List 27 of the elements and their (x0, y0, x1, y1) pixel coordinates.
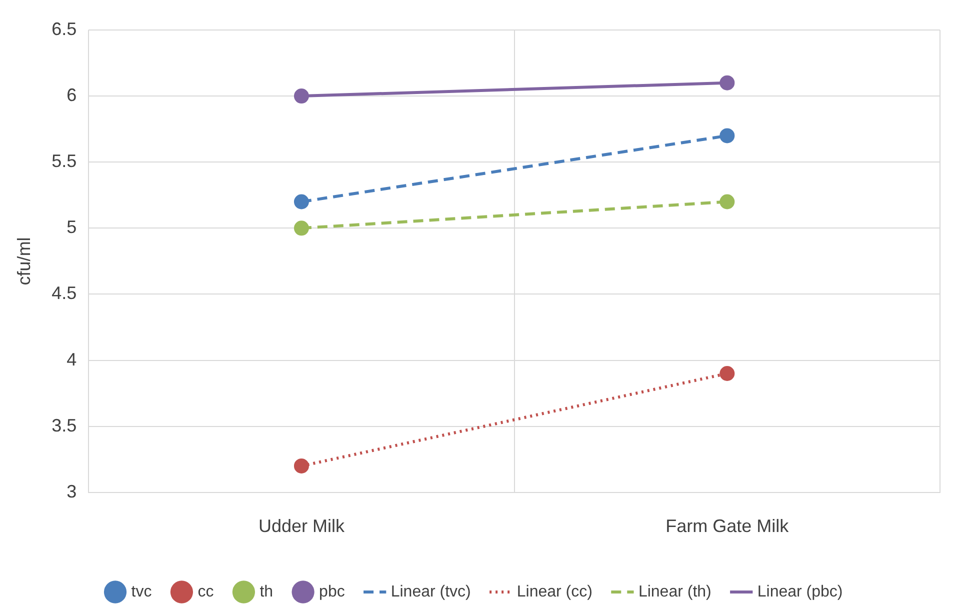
x-tick-label: Farm Gate Milk (666, 516, 790, 536)
point (294, 194, 309, 210)
point (720, 128, 735, 144)
legend-label: Linear (th) (638, 583, 712, 600)
y-tick-label: 5 (66, 217, 77, 238)
point (294, 458, 309, 474)
point (720, 194, 735, 210)
y-tick-label: 3 (66, 481, 77, 502)
legend-label: Linear (pbc) (757, 583, 843, 600)
y-tick-label: 4.5 (52, 283, 77, 304)
point (720, 366, 735, 381)
y-axis-title: cfu/ml (14, 237, 34, 286)
y-tick-label: 3.5 (52, 415, 77, 436)
y-tick-label: 6 (66, 85, 77, 106)
y-tick-label: 5.5 (52, 151, 77, 172)
legend-label: pbc (319, 583, 345, 600)
legend-label: Linear (cc) (516, 583, 592, 600)
y-tick-label: 6.5 (52, 18, 77, 39)
point (720, 75, 735, 90)
point (294, 220, 309, 236)
point (294, 88, 309, 104)
x-tick-label: Udder Milk (258, 516, 346, 536)
legend-label: cc (198, 583, 214, 600)
legend-label: Linear (tvc) (390, 583, 471, 600)
legend-label: th (260, 583, 274, 600)
y-tick-label: 4 (66, 349, 77, 370)
legend-label: tvc (131, 583, 152, 600)
